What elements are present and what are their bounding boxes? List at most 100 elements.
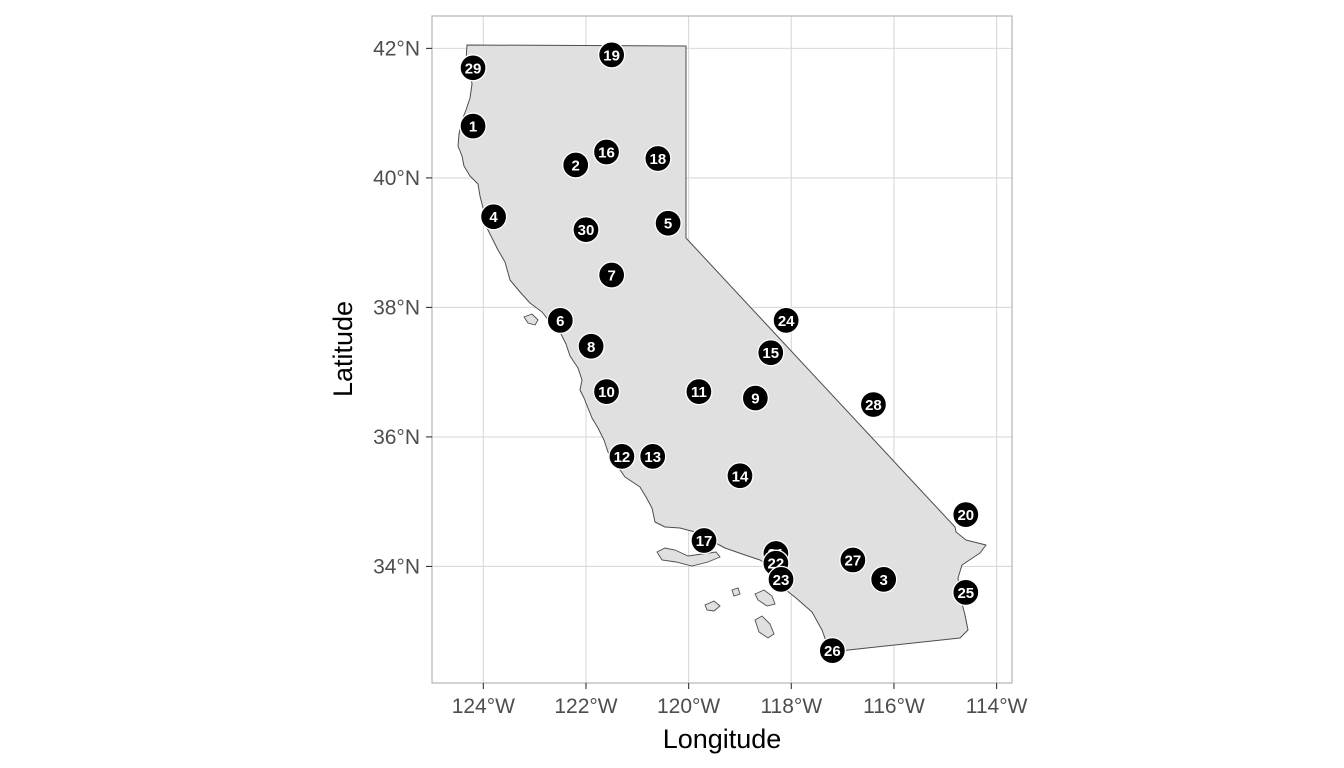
- x-axis-title: Longitude: [663, 724, 782, 754]
- marker-label: 27: [845, 552, 862, 569]
- y-tick-label: 40°N: [373, 167, 420, 190]
- site-marker: 17: [690, 526, 718, 555]
- marker-label: 16: [598, 144, 615, 161]
- marker-circle: [479, 203, 508, 231]
- marker-circle: [757, 339, 785, 367]
- site-marker: 10: [592, 377, 621, 406]
- marker-circle: [459, 54, 487, 82]
- marker-label: 3: [880, 572, 888, 589]
- site-marker: 12: [608, 442, 636, 470]
- site-marker: 13: [639, 442, 667, 470]
- panel-border: [431, 15, 1013, 684]
- california-outline: [457, 44, 987, 653]
- site-marker: 24: [772, 306, 800, 335]
- marker-label: 13: [644, 449, 661, 466]
- marker-label: 7: [607, 268, 615, 285]
- marker-label: 19: [603, 47, 620, 64]
- site-marker: 26: [818, 636, 847, 665]
- site-marker: 8: [577, 332, 605, 360]
- marker-label: 18: [649, 151, 666, 168]
- y-tick-label: 38°N: [373, 296, 420, 319]
- marker-circle: [592, 377, 621, 406]
- marker-circle: [818, 636, 847, 665]
- marker-circle: [459, 112, 487, 140]
- island: [754, 615, 775, 639]
- x-tick-label: 118°W: [760, 695, 822, 718]
- site-marker: 4: [479, 203, 508, 231]
- marker-circle: [839, 546, 867, 574]
- site-marker: 28: [859, 390, 888, 419]
- marker-label: 12: [614, 449, 631, 466]
- marker-circle: [592, 138, 621, 166]
- marker-label: 30: [578, 222, 595, 239]
- site-marker: 7: [597, 261, 626, 289]
- y-tick-label: 34°N: [373, 555, 420, 578]
- marker-circle: [690, 526, 718, 555]
- marker-label: 14: [732, 468, 749, 485]
- x-tick-label: 120°W: [657, 695, 720, 718]
- island: [754, 589, 776, 607]
- site-markers: 1234567891011121314151617181920212223242…: [459, 41, 980, 665]
- marker-label: 28: [865, 397, 882, 414]
- island: [523, 313, 539, 326]
- x-axis-ticks: 124°W 122°W 120°W 118°W 116°W 114°W: [452, 683, 1028, 718]
- marker-circle: [952, 578, 980, 606]
- marker-label: 10: [598, 384, 615, 401]
- site-marker: 16: [592, 138, 621, 166]
- marker-label: 17: [696, 533, 713, 550]
- marker-circle: [654, 209, 682, 237]
- site-marker: 5: [654, 209, 682, 237]
- marker-label: 4: [489, 209, 498, 226]
- site-marker: 20: [952, 500, 980, 529]
- marker-label: 9: [751, 391, 759, 408]
- marker-label: 11: [691, 384, 707, 401]
- marker-label: 6: [556, 313, 564, 330]
- marker-circle: [772, 306, 800, 335]
- marker-label: 2: [572, 157, 580, 174]
- island: [731, 587, 741, 597]
- site-marker: 18: [644, 144, 672, 173]
- marker-circle: [546, 306, 574, 335]
- marker-circle: [572, 216, 600, 244]
- site-marker: 19: [597, 41, 626, 69]
- marker-circle: [767, 565, 795, 594]
- marker-label: 1: [469, 119, 477, 136]
- marker-circle: [562, 151, 590, 179]
- marker-label: 29: [465, 60, 482, 77]
- marker-label: 24: [778, 313, 795, 330]
- marker-circle: [597, 41, 626, 69]
- marker-label: 20: [957, 507, 974, 524]
- marker-circle: [597, 261, 626, 289]
- y-tick-label: 42°N: [373, 37, 420, 60]
- marker-circle: [644, 144, 672, 173]
- site-marker: 23: [767, 565, 795, 594]
- california-map: [457, 44, 987, 653]
- site-marker: 30: [572, 216, 600, 244]
- marker-label: 25: [957, 585, 974, 602]
- marker-label: 15: [762, 345, 779, 362]
- site-marker: 1: [459, 112, 487, 140]
- y-tick-label: 36°N: [373, 426, 420, 449]
- marker-circle: [741, 384, 770, 412]
- marker-circle: [639, 442, 667, 470]
- x-tick-label: 116°W: [863, 695, 925, 718]
- marker-circle: [952, 500, 980, 529]
- marker-label: 23: [773, 572, 790, 589]
- site-marker: 29: [459, 54, 487, 82]
- site-marker: 15: [757, 339, 785, 367]
- site-marker: 3: [870, 565, 898, 594]
- marker-label: 8: [587, 339, 595, 356]
- site-marker: 11: [685, 377, 713, 406]
- site-marker: 14: [726, 462, 754, 490]
- site-marker: 9: [741, 384, 770, 412]
- y-axis-ticks: 34°N 36°N 38°N 40°N 42°N: [373, 37, 432, 578]
- island: [704, 600, 721, 612]
- site-marker: 2: [562, 151, 590, 179]
- marker-circle: [859, 390, 888, 419]
- marker-circle: [726, 462, 754, 490]
- x-tick-label: 122°W: [554, 695, 617, 718]
- marker-label: 26: [824, 643, 841, 660]
- y-axis-title: Latitude: [328, 301, 358, 397]
- site-marker: 27: [839, 546, 867, 574]
